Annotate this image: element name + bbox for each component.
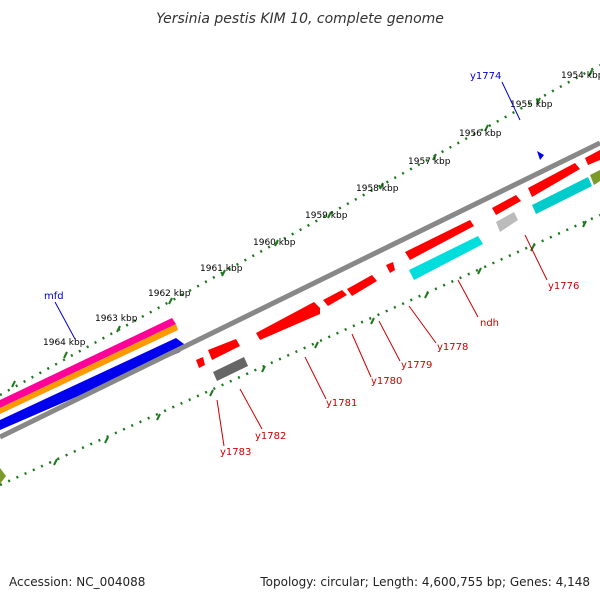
gene-label: y1779: [401, 360, 432, 371]
map-title: Yersinia pestis KIM 10, complete genome: [156, 11, 444, 27]
scale-label: 1957 kbp: [408, 157, 451, 167]
gene-label: y1782: [255, 431, 286, 442]
scale-label: 1963 kbp: [95, 314, 138, 324]
scale-label: 1960 kbp: [253, 238, 296, 248]
gray-feature: [213, 357, 248, 381]
cds-y1776: [528, 163, 580, 197]
cds-y1781: [256, 302, 320, 340]
scale-label: 1955 kbp: [510, 100, 553, 110]
inner-scale-track: [0, 213, 600, 487]
gene-label: y1783: [220, 447, 251, 458]
scale-label: 1959 kbp: [305, 211, 348, 221]
cds-y1778: [386, 262, 395, 273]
scale-label: 1954 kbp: [561, 71, 600, 81]
blue-feature: [0, 338, 184, 430]
gene-label: y1780: [371, 376, 402, 387]
cyan-feature: [409, 236, 483, 280]
scale-label: 1958 kbp: [356, 184, 399, 194]
leader-lines-red: [216, 234, 548, 447]
cds-y1783: [196, 357, 205, 368]
cyan-feature-2: [532, 177, 592, 214]
genome-backbone: [0, 140, 600, 440]
cds-y1779: [347, 275, 377, 296]
gene-label: y1774: [470, 71, 501, 82]
gray-feature-light: [496, 212, 518, 232]
scale-label: 1956 kbp: [459, 129, 502, 139]
genome-summary: Topology: circular; Length: 4,600,755 bp…: [259, 575, 590, 589]
magenta-feature: [0, 318, 176, 408]
gene-label: y1778: [437, 342, 468, 353]
blue-marker: [537, 151, 544, 160]
gene-label: y1781: [326, 398, 357, 409]
olive-feature: [590, 170, 600, 185]
cds-ndh: [405, 220, 474, 260]
cds-y1780: [323, 290, 347, 306]
gene-label: y1776: [548, 281, 579, 292]
gene-label: mfd: [44, 291, 64, 302]
scale-label: 1964 kbp: [43, 338, 86, 348]
gene-label: ndh: [480, 318, 499, 329]
scale-label: 1962 kbp: [148, 289, 191, 299]
cds-red-upper: [492, 195, 521, 215]
scale-label: 1961 kbp: [200, 264, 243, 274]
orange-feature: [0, 324, 178, 414]
outer-major-ticks: [11, 69, 593, 388]
accession-text: Accession: NC_004088: [9, 575, 145, 589]
olive-feature-left: [0, 468, 6, 484]
leader-lines-blue: [54, 81, 521, 340]
inner-major-ticks: [53, 220, 587, 466]
outer-scale-track: [0, 63, 600, 397]
cds-y1782: [208, 339, 240, 360]
cds-edge: [585, 150, 600, 165]
